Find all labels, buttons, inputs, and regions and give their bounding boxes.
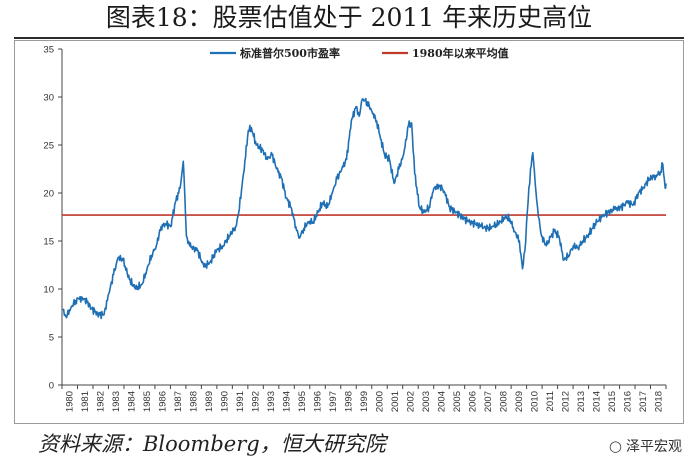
y-tick-label: 25 xyxy=(43,141,54,152)
x-tick-label: 1981 xyxy=(80,391,91,412)
x-tick-label: 2007 xyxy=(483,391,494,412)
y-tick-label: 15 xyxy=(43,237,54,248)
chart-title: 图表18：股票估值处于 2011 年来历史高位 xyxy=(105,3,593,32)
x-tick-label: 1988 xyxy=(189,391,200,412)
y-tick-label: 5 xyxy=(49,333,54,344)
x-tick-label: 2010 xyxy=(529,391,540,412)
x-tick-label: 2014 xyxy=(591,391,602,412)
watermark: ○ 泽平宏观 xyxy=(609,436,682,456)
x-tick-label: 2002 xyxy=(405,391,416,412)
x-tick-label: 1986 xyxy=(158,391,169,412)
x-tick-label: 1998 xyxy=(344,391,355,412)
y-tick-label: 0 xyxy=(49,381,54,392)
x-tick-label: 2004 xyxy=(436,391,447,412)
x-tick-label: 1996 xyxy=(313,391,324,412)
x-tick-label: 1985 xyxy=(142,391,153,412)
y-tick-label: 30 xyxy=(43,93,54,104)
series-layer xyxy=(62,97,667,320)
legend-label-average: 1980年以来平均值 xyxy=(412,46,509,60)
x-tick-label: 2015 xyxy=(607,391,618,412)
x-tick-label: 2008 xyxy=(498,391,509,412)
x-tick-label: 2009 xyxy=(514,391,525,412)
x-tick-label: 1992 xyxy=(251,391,262,412)
x-tick-label: 1984 xyxy=(127,391,138,412)
x-tick-label: 1997 xyxy=(328,391,339,412)
x-tick-label: 2005 xyxy=(452,391,463,412)
chart-legend: 标准普尔500市盈率 1980年以来平均值 xyxy=(210,46,509,60)
chart-axes xyxy=(61,49,666,386)
chart-frame xyxy=(14,40,684,424)
x-tick-label: 2013 xyxy=(576,391,587,412)
x-tick-label: 2000 xyxy=(374,391,385,412)
y-tick-label: 10 xyxy=(43,285,54,296)
x-tick-label: 2016 xyxy=(622,391,633,412)
y-tick-label: 20 xyxy=(43,189,54,200)
x-tick-label: 1989 xyxy=(204,391,215,412)
y-tick-label: 35 xyxy=(43,45,54,56)
x-tick-label: 1982 xyxy=(96,391,107,412)
title-underline xyxy=(14,37,684,39)
wechat-icon: ○ xyxy=(608,437,622,455)
x-tick-label: 1990 xyxy=(220,391,231,412)
source-note: 资料来源：Bloomberg，恒大研究院 xyxy=(38,432,386,456)
x-tick-label: 1999 xyxy=(359,391,370,412)
x-tick-label: 2017 xyxy=(638,391,649,412)
x-tick-label: 1980 xyxy=(65,391,76,412)
pe-ratio-line xyxy=(62,97,667,320)
x-tick-label: 2012 xyxy=(560,391,571,412)
x-tick-label: 2011 xyxy=(545,391,556,411)
x-tick-label: 2003 xyxy=(421,391,432,412)
x-tick-label: 2006 xyxy=(467,391,478,412)
x-tick-label: 1983 xyxy=(111,391,122,412)
x-tick-label: 1987 xyxy=(173,391,184,412)
x-tick-label: 1994 xyxy=(282,391,293,412)
x-tick-label: 2018 xyxy=(653,391,664,412)
y-axis-ticks: 0 5 10 15 20 25 30 35 xyxy=(43,45,62,392)
x-tick-label: 1995 xyxy=(297,391,308,412)
x-tick-label: 1993 xyxy=(266,391,277,412)
x-tick-label: 2001 xyxy=(390,391,401,412)
watermark-text: 泽平宏观 xyxy=(626,439,682,455)
x-axis-ticks: 1980 1981 1982 1983 1984 1985 1986 1987 1988 1989… xyxy=(61,385,667,412)
x-tick-label: 1991 xyxy=(235,391,246,412)
legend-label-pe: 标准普尔500市盈率 xyxy=(239,46,340,60)
